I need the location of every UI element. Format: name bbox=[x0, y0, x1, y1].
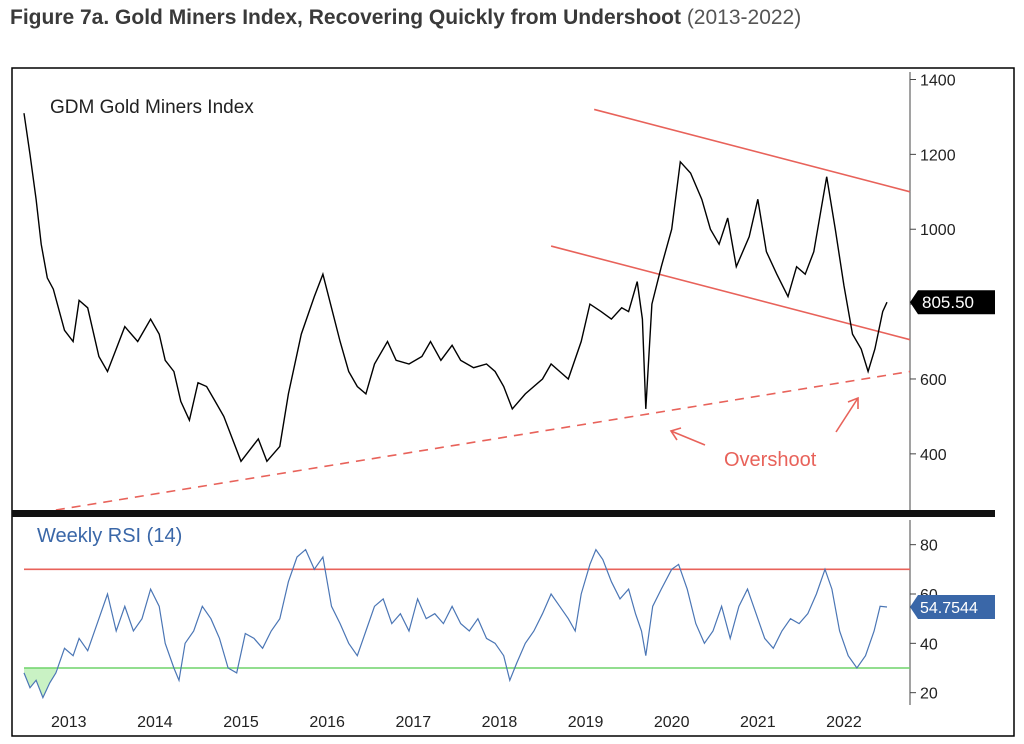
x-axis: 2013 2014 2015 2016 2017 2018 2019 2020 2021 2022 bbox=[51, 714, 862, 731]
x-year-label: 2019 bbox=[568, 714, 604, 731]
support-dashed-line bbox=[55, 370, 911, 511]
overshoot-arrow-right-head bbox=[847, 396, 859, 409]
price-tick-label: 1000 bbox=[920, 222, 956, 239]
price-last-value-badge: 805.50 bbox=[910, 290, 995, 315]
rsi-badge-shape bbox=[910, 594, 995, 619]
price-tick-label: 600 bbox=[920, 372, 947, 389]
overshoot-arrow-left-head bbox=[669, 427, 682, 441]
rsi-ticks: 20406080 bbox=[910, 538, 938, 703]
x-year-label: 2015 bbox=[223, 714, 259, 731]
rsi-tick-label: 20 bbox=[920, 686, 938, 703]
rsi-tick-label: 40 bbox=[920, 636, 938, 653]
x-year-label: 2020 bbox=[654, 714, 690, 731]
price-tick-label: 1400 bbox=[920, 72, 956, 89]
rsi-chart-title: Weekly RSI (14) bbox=[37, 525, 182, 547]
price-badge-value: 805.50 bbox=[922, 293, 974, 312]
rsi-panel: 20406080 Weekly RSI (14) 54.7544 bbox=[23, 520, 995, 705]
chart-frame bbox=[11, 67, 1015, 737]
rsi-badge-value: 54.7544 bbox=[920, 600, 978, 617]
price-tick-label: 1200 bbox=[920, 147, 956, 164]
price-tick-label: 400 bbox=[920, 447, 947, 464]
price-badge-shape bbox=[910, 290, 995, 315]
price-chart-title: GDM Gold Miners Index bbox=[50, 97, 254, 118]
figure-title: Figure 7a. Gold Miners Index, Recovering… bbox=[10, 6, 801, 30]
x-year-label: 2013 bbox=[51, 714, 87, 731]
rsi-tick-label: 80 bbox=[920, 538, 938, 555]
rsi-last-value-badge: 54.7544 bbox=[910, 594, 995, 619]
overshoot-arrow-right bbox=[835, 397, 859, 433]
x-year-label: 2016 bbox=[309, 714, 345, 731]
overshoot-arrow-left bbox=[670, 430, 706, 446]
x-year-label: 2022 bbox=[826, 714, 862, 731]
price-series-line bbox=[23, 113, 888, 463]
price-panel: 400600800100012001400 GDM Gold Miners In… bbox=[23, 72, 995, 511]
channel-upper-line bbox=[593, 108, 911, 193]
x-year-label: 2017 bbox=[396, 714, 432, 731]
x-year-label: 2014 bbox=[137, 714, 173, 731]
overshoot-arrows bbox=[669, 396, 859, 446]
overshoot-annotation: Overshoot bbox=[724, 449, 817, 471]
x-year-label: 2018 bbox=[482, 714, 518, 731]
x-year-label: 2021 bbox=[740, 714, 776, 731]
rsi-series-line bbox=[23, 548, 888, 700]
figure-title-main: Figure 7a. Gold Miners Index, Recovering… bbox=[10, 6, 681, 29]
panel-separator bbox=[12, 510, 995, 517]
figure-title-period: (2013-2022) bbox=[686, 6, 802, 29]
rsi-oversold-fill bbox=[24, 668, 56, 698]
